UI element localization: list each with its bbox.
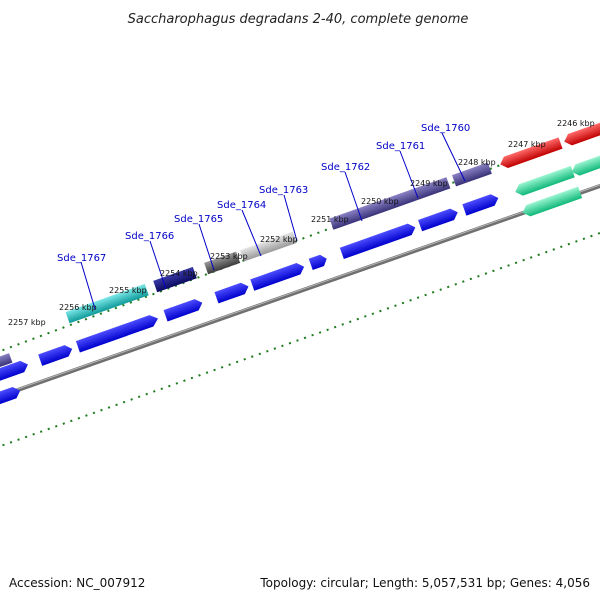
- kbp-label-2254: 2254 kbp: [160, 269, 198, 278]
- kbp-label-2248: 2248 kbp: [458, 158, 496, 167]
- gene-label-sde-1767: Sde_1767: [57, 253, 106, 264]
- kbp-label-2253: 2253 kbp: [210, 252, 248, 261]
- inner-tick-row: [0, 232, 600, 448]
- cds-arrow[interactable]: [462, 192, 500, 216]
- cds-arrow-reverse[interactable]: [513, 165, 575, 198]
- outer-tick-row: [0, 127, 600, 353]
- gene-label-sde-1765: Sde_1765: [174, 214, 223, 225]
- cds-arrow[interactable]: [250, 261, 306, 291]
- leader-sde-1765: [198, 223, 215, 271]
- kbp-label-2247: 2247 kbp: [508, 140, 546, 149]
- feature-sde-1767[interactable]: [65, 283, 149, 324]
- kbp-label-2246: 2246 kbp: [557, 119, 595, 128]
- cds-arrow[interactable]: [0, 359, 30, 381]
- feature-band: [0, 116, 600, 405]
- feature-sde-1766[interactable]: [153, 266, 197, 293]
- feature-violet[interactable]: [0, 353, 13, 370]
- cds-arrow-reverse[interactable]: [0, 385, 22, 405]
- cds-arrow[interactable]: [75, 313, 160, 353]
- kbp-label-2256: 2256 kbp: [59, 303, 97, 312]
- cds-arrow[interactable]: [308, 253, 329, 271]
- gene-label-sde-1764: Sde_1764: [217, 200, 266, 211]
- cds-arrow[interactable]: [38, 343, 74, 366]
- gene-label-sde-1763: Sde_1763: [259, 185, 308, 196]
- feature-sde-1764[interactable]: [239, 231, 297, 262]
- accession-text: Accession: NC_007912: [9, 576, 146, 590]
- cds-arrow[interactable]: [163, 297, 205, 322]
- gene-label-sde-1766: Sde_1766: [125, 231, 174, 242]
- map-title: Saccharophagus degradans 2-40, complete …: [128, 12, 469, 27]
- cds-arrow-reverse[interactable]: [570, 145, 600, 178]
- kbp-label-2251: 2251 kbp: [311, 215, 349, 224]
- leader-sde-1767: [80, 261, 96, 310]
- gene-label-sde-1762: Sde_1762: [321, 162, 370, 173]
- leader-sde-1764: [241, 209, 262, 257]
- feature-sde-1760[interactable]: [452, 162, 492, 187]
- leader-sde-1766: [149, 240, 167, 290]
- feature-red-2[interactable]: [562, 116, 600, 148]
- genome-backbone-highlight: [0, 184, 600, 396]
- genome-summary-text: Topology: circular; Length: 5,057,531 bp…: [260, 576, 590, 590]
- genome-backbone: [0, 184, 600, 399]
- gene-label-sde-1761: Sde_1761: [376, 141, 425, 152]
- cds-arrow[interactable]: [339, 222, 418, 260]
- feature-red-1[interactable]: [498, 137, 563, 170]
- kbp-label-2257: 2257 kbp: [8, 318, 46, 327]
- leader-sde-1761: [399, 150, 419, 199]
- feature-sde-1762[interactable]: [329, 177, 451, 230]
- cds-arrow-reverse[interactable]: [521, 186, 583, 219]
- kbp-label-2255: 2255 kbp: [109, 286, 147, 295]
- cds-arrow[interactable]: [214, 281, 250, 304]
- leader-sde-1760: [441, 132, 466, 182]
- kbp-label-2249: 2249 kbp: [410, 179, 448, 188]
- cds-arrow[interactable]: [418, 207, 460, 232]
- gene-label-sde-1760: Sde_1760: [421, 123, 470, 134]
- kbp-label-2252: 2252 kbp: [260, 235, 298, 244]
- kbp-label-2250: 2250 kbp: [361, 197, 399, 206]
- leader-sde-1762: [344, 171, 363, 222]
- leader-sde-1763: [283, 194, 298, 242]
